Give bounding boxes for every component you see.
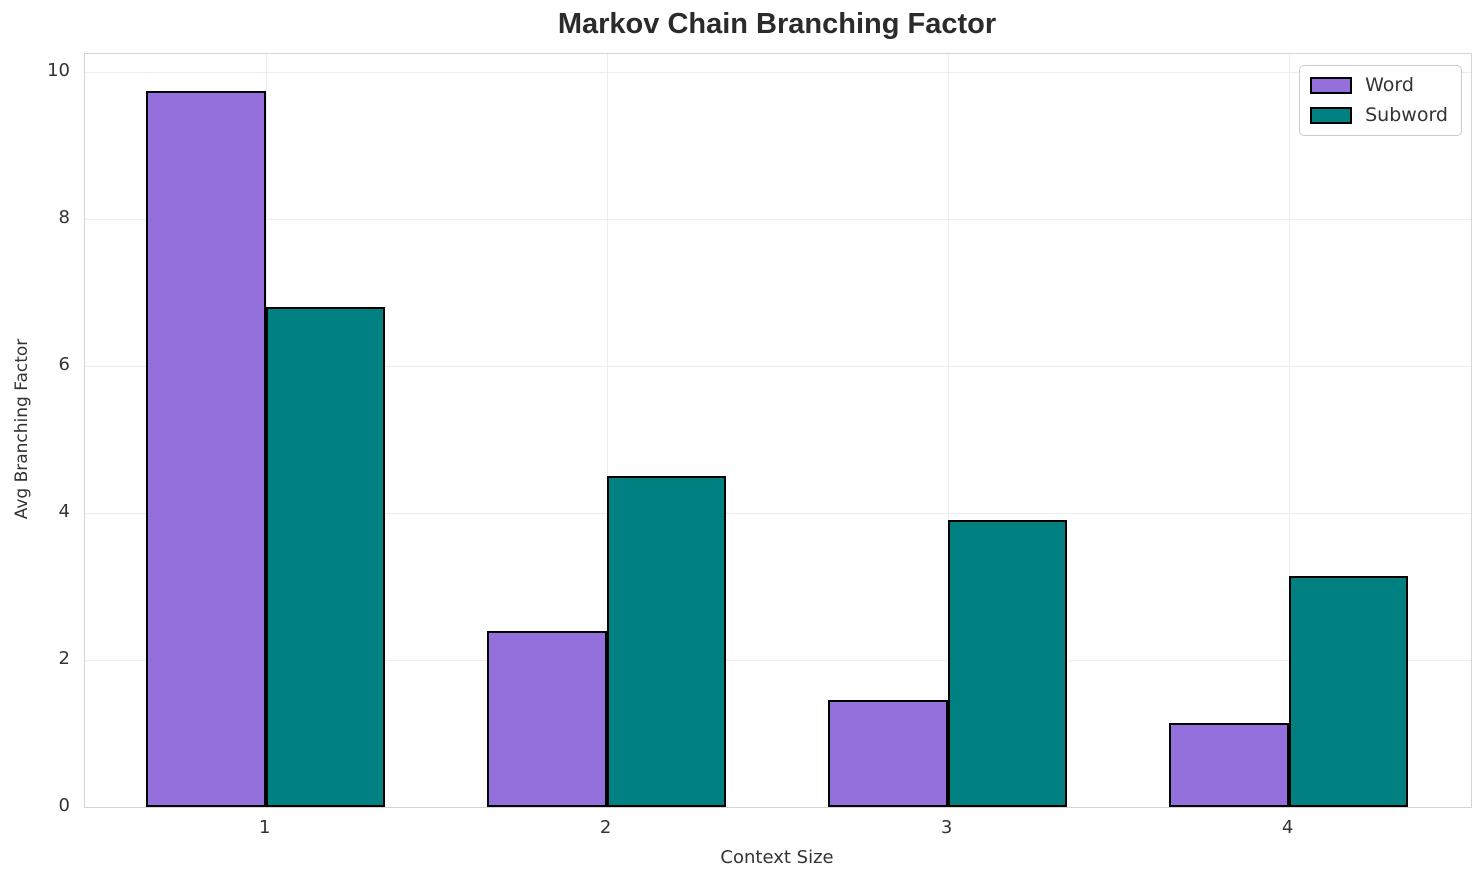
gridline-horizontal [85, 219, 1471, 221]
legend-swatch-subword [1310, 106, 1353, 124]
x-tick-label: 1 [258, 817, 271, 838]
bar-subword-3 [947, 520, 1067, 807]
y-axis-label: Avg Branching Factor [12, 338, 32, 520]
gridline-horizontal [85, 366, 1471, 368]
gridline-vertical [1288, 54, 1290, 807]
bar-subword-2 [606, 476, 726, 807]
legend-label: Word [1365, 74, 1414, 96]
y-tick-label: 8 [58, 207, 70, 229]
legend-item-word: Word [1310, 74, 1448, 97]
x-axis-label: Context Size [720, 847, 834, 868]
gridline-vertical [606, 54, 608, 807]
chart-title: Markov Chain Branching Factor [557, 8, 997, 40]
legend-item-subword: Subword [1310, 104, 1448, 127]
x-tick-label: 4 [1281, 817, 1294, 838]
legend: Word Subword [1299, 65, 1462, 136]
bar-subword-1 [265, 307, 386, 807]
x-tick-label: 3 [940, 817, 953, 838]
gridline-vertical [947, 54, 949, 807]
bar-word-3 [828, 700, 948, 807]
plot-area: Word Subword [84, 53, 1472, 808]
bar-word-2 [487, 630, 607, 807]
bar-word-4 [1169, 722, 1289, 807]
gridline-horizontal [85, 513, 1471, 515]
legend-swatch-word [1310, 76, 1353, 94]
x-tick-label: 2 [599, 817, 612, 838]
y-tick-label: 10 [47, 60, 70, 82]
bar-subword-4 [1288, 575, 1408, 807]
gridline-horizontal [85, 72, 1471, 74]
bar-word-1 [146, 90, 266, 807]
y-tick-label: 4 [58, 501, 70, 523]
legend-label: Subword [1365, 103, 1448, 126]
y-tick-label: 0 [58, 795, 70, 816]
gridline-horizontal [85, 660, 1471, 662]
y-tick-label: 2 [58, 648, 70, 670]
y-tick-label: 6 [58, 354, 70, 376]
